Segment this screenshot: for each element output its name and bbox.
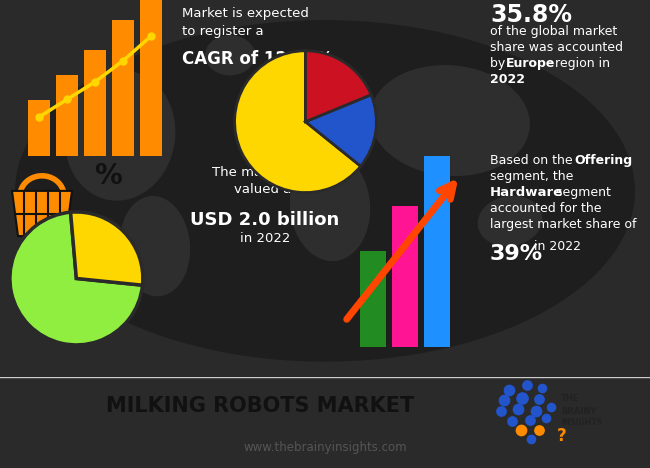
Text: accounted for the: accounted for the (490, 202, 601, 215)
Point (497, 408, 507, 415)
Bar (84, 50, 106, 156)
Ellipse shape (280, 70, 360, 141)
Bar (360, 251, 386, 347)
Text: The market was: The market was (212, 166, 318, 179)
Text: share was accounted: share was accounted (490, 41, 623, 54)
Point (525, 417, 535, 424)
Bar (28, 101, 50, 156)
Text: segment, the: segment, the (490, 170, 573, 183)
Text: in 2022: in 2022 (240, 232, 290, 245)
Point (537, 384, 547, 392)
Wedge shape (306, 95, 376, 166)
Bar (112, 20, 134, 156)
Point (530, 407, 541, 414)
Ellipse shape (205, 35, 255, 75)
Bar (140, 0, 162, 156)
Ellipse shape (478, 196, 542, 246)
Point (504, 386, 514, 394)
Text: in 2022: in 2022 (530, 240, 581, 253)
Text: MILKING ROBOTS MARKET: MILKING ROBOTS MARKET (106, 396, 414, 416)
Point (541, 415, 551, 422)
Point (545, 403, 556, 411)
Text: THE: THE (561, 394, 580, 403)
Wedge shape (235, 51, 361, 193)
Text: Hardware: Hardware (490, 186, 563, 199)
Text: Europe: Europe (506, 57, 555, 70)
Wedge shape (71, 212, 143, 285)
Text: USD 2.0 billion: USD 2.0 billion (190, 211, 339, 229)
Ellipse shape (370, 65, 530, 176)
Wedge shape (10, 212, 142, 345)
Text: to register a: to register a (182, 25, 264, 38)
Point (507, 417, 517, 424)
Point (534, 426, 544, 433)
Ellipse shape (15, 20, 635, 362)
Point (515, 427, 526, 434)
Text: segment: segment (552, 186, 611, 199)
Point (517, 394, 528, 401)
Text: ?: ? (557, 427, 567, 445)
Polygon shape (12, 191, 72, 236)
Ellipse shape (290, 151, 370, 261)
Text: 39%: 39% (490, 244, 543, 264)
Text: Offering: Offering (574, 154, 632, 167)
Text: Based on the: Based on the (490, 154, 577, 167)
Text: INSIGHTS: INSIGHTS (561, 418, 603, 427)
Point (534, 395, 544, 403)
Bar (56, 75, 78, 156)
Text: by: by (490, 57, 509, 70)
Bar (424, 156, 450, 347)
Ellipse shape (120, 196, 190, 296)
Text: BRAINY: BRAINY (561, 407, 597, 416)
Text: region in: region in (551, 57, 610, 70)
Text: 35.8%: 35.8% (490, 3, 572, 27)
Bar (392, 206, 418, 347)
Ellipse shape (64, 71, 176, 201)
Text: %: % (94, 162, 122, 190)
Point (522, 382, 532, 389)
Text: Market is expected: Market is expected (182, 7, 309, 20)
FancyArrowPatch shape (346, 184, 454, 319)
Text: 2022: 2022 (490, 73, 525, 86)
Wedge shape (306, 51, 371, 122)
Text: largest market share of: largest market share of (490, 218, 636, 231)
Text: of the global market: of the global market (490, 25, 618, 38)
Text: www.thebrainyinsights.com: www.thebrainyinsights.com (243, 441, 407, 454)
Point (526, 435, 537, 443)
Point (513, 405, 523, 412)
Text: CAGR of 12.10%: CAGR of 12.10% (182, 50, 333, 68)
Point (499, 396, 510, 404)
Text: valued at: valued at (234, 183, 296, 196)
